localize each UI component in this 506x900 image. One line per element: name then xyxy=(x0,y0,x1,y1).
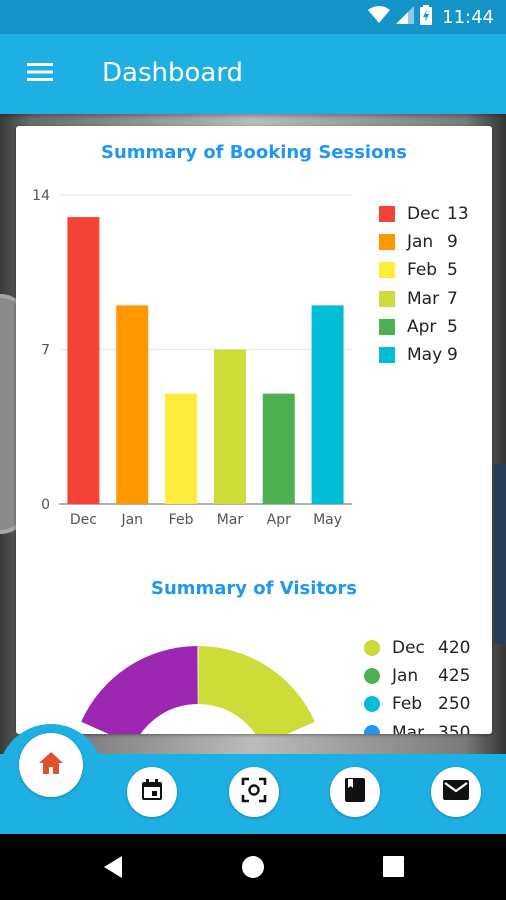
legend-swatch xyxy=(379,234,395,251)
x-tick-label: Dec xyxy=(70,512,97,528)
bar-dec[interactable] xyxy=(67,217,100,505)
book-icon xyxy=(344,777,366,808)
legend-item: Feb 5 xyxy=(379,256,469,284)
home-circle-icon[interactable] xyxy=(241,855,265,884)
legend-swatch xyxy=(379,318,395,335)
recents-icon[interactable] xyxy=(383,856,404,882)
legend-item: Dec 13 xyxy=(379,200,469,228)
legend-item: Feb 250 xyxy=(364,690,470,718)
legend-item: Mar 350 xyxy=(364,719,470,734)
legend-value: 250 xyxy=(438,694,471,715)
scan-icon xyxy=(241,777,267,808)
x-tick-label: May xyxy=(313,512,342,528)
status-time: 11:44 xyxy=(442,6,494,28)
legend-value: 420 xyxy=(438,638,471,659)
bar-feb[interactable] xyxy=(165,393,198,504)
y-tick-label: 7 xyxy=(41,343,50,359)
legend-label: Jan xyxy=(407,232,434,253)
legend-label: Mar xyxy=(407,288,440,309)
y-tick-label: 14 xyxy=(32,188,50,204)
legend-item: Dec 420 xyxy=(364,634,470,662)
legend-label: Dec xyxy=(407,204,440,225)
page-title: Dashboard xyxy=(102,58,244,88)
legend-dot xyxy=(364,696,380,713)
scan-button[interactable] xyxy=(229,767,279,817)
legend-value: 425 xyxy=(438,666,471,687)
y-tick-label: 0 xyxy=(41,497,50,513)
legend-label: Feb xyxy=(407,260,438,281)
back-icon[interactable] xyxy=(102,855,124,884)
legend-value: 9 xyxy=(447,232,458,253)
bar-jan[interactable] xyxy=(116,305,149,504)
legend-label: Feb xyxy=(392,694,423,715)
menu-button[interactable] xyxy=(20,56,60,92)
status-bar: 11:44 xyxy=(0,0,506,34)
x-tick-label: Apr xyxy=(267,512,291,528)
legend-item: Apr 5 xyxy=(379,313,469,341)
booking-chart-title: Summary of Booking Sessions xyxy=(101,142,407,163)
bar-apr[interactable] xyxy=(262,393,295,504)
booking-bar-chart: Dec Jan Feb Mar Apr May 0 7 14 xyxy=(32,188,352,528)
menu-icon xyxy=(27,62,53,86)
legend-label: Apr xyxy=(407,316,437,337)
legend-item: Jan 425 xyxy=(364,662,470,690)
visitors-legend: Dec 420 Jan 425 Feb 250 Mar 350 xyxy=(364,634,470,734)
legend-item: Mar 7 xyxy=(379,285,469,313)
legend-item: Jan 9 xyxy=(379,228,469,256)
legend-label: Dec xyxy=(392,638,425,659)
legend-dot xyxy=(364,724,380,734)
app-bar: Dashboard xyxy=(0,34,506,114)
bar-may[interactable] xyxy=(311,305,344,504)
booking-legend: Dec 13 Jan 9 Feb 5 Mar 7 Apr 5 May 9 xyxy=(379,200,469,369)
home-icon xyxy=(38,751,64,780)
legend-value: 5 xyxy=(447,260,458,281)
calendar-icon xyxy=(140,778,164,807)
legend-value: 350 xyxy=(438,722,471,734)
visitors-chart-title: Summary of Visitors xyxy=(150,578,357,599)
wifi-icon xyxy=(368,5,391,29)
signal-icon xyxy=(396,5,415,29)
mail-icon xyxy=(442,779,470,806)
book-button[interactable] xyxy=(330,767,380,817)
legend-label: Mar xyxy=(392,722,425,734)
legend-swatch xyxy=(379,290,395,307)
battery-icon xyxy=(420,4,433,30)
calendar-button[interactable] xyxy=(127,767,177,817)
x-tick-label: Jan xyxy=(120,512,143,528)
x-tick-label: Feb xyxy=(169,512,194,528)
bar-mar[interactable] xyxy=(213,349,246,505)
donut-slice[interactable] xyxy=(81,646,198,734)
legend-value: 5 xyxy=(447,316,458,337)
dashboard-card: Summary of Booking Sessions Dec Jan Feb Mar… xyxy=(16,126,492,734)
legend-item: May 9 xyxy=(379,341,469,369)
legend-swatch xyxy=(379,262,395,279)
home-button[interactable] xyxy=(19,733,83,797)
legend-swatch xyxy=(379,347,395,364)
legend-value: 13 xyxy=(447,204,469,225)
legend-dot xyxy=(364,668,380,685)
donut-slice[interactable] xyxy=(198,646,315,734)
legend-label: May xyxy=(407,345,443,366)
legend-swatch xyxy=(379,206,395,223)
legend-value: 9 xyxy=(447,345,458,366)
legend-dot xyxy=(364,640,380,657)
mail-button[interactable] xyxy=(431,767,481,817)
status-icons: 11:44 xyxy=(368,4,494,30)
x-tick-label: Mar xyxy=(217,512,244,528)
system-navigation-bar xyxy=(0,834,506,900)
legend-value: 7 xyxy=(447,288,458,309)
legend-label: Jan xyxy=(392,666,419,687)
